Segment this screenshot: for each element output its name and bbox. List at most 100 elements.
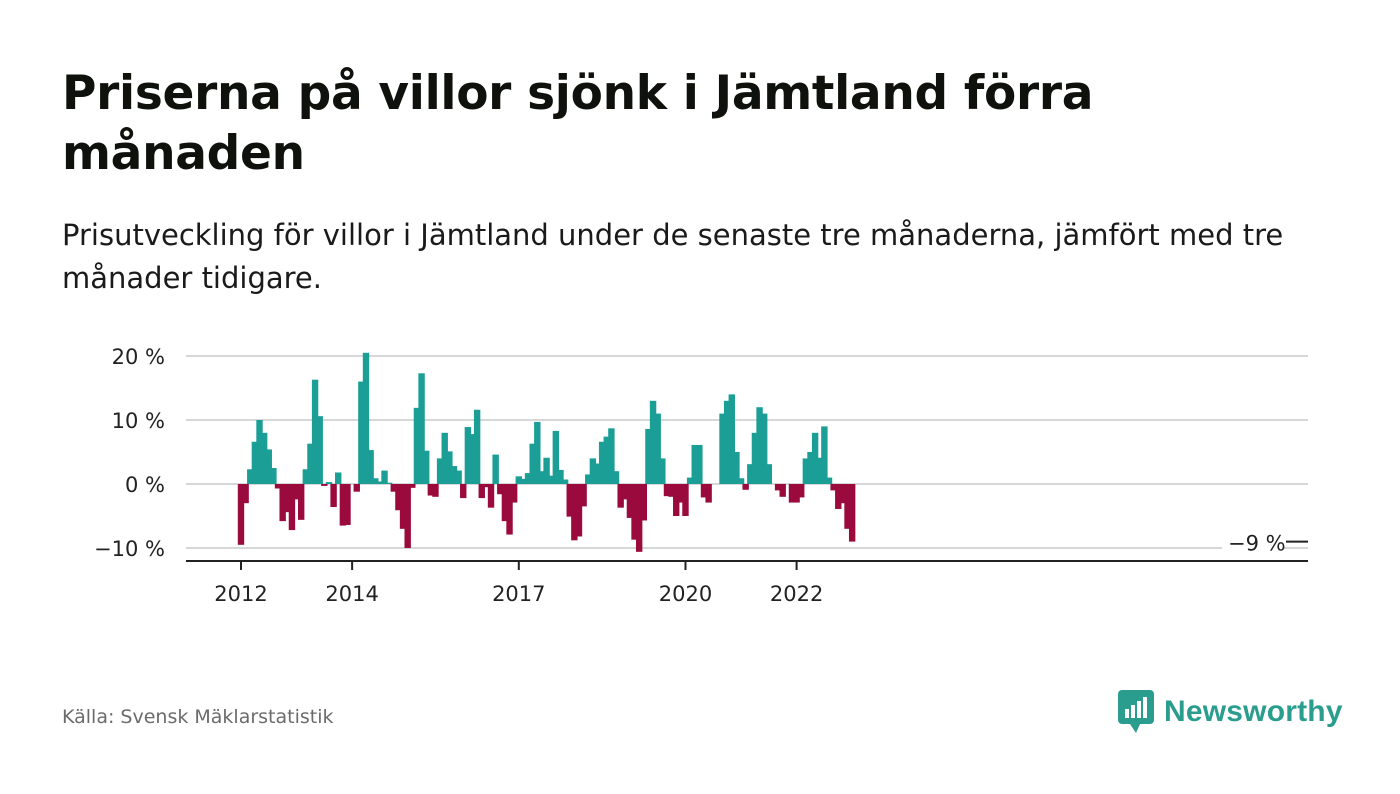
x-tick-label: 2017 — [492, 582, 545, 606]
bar — [617, 484, 624, 508]
bar — [524, 473, 532, 484]
bar — [691, 444, 698, 484]
bar — [409, 484, 416, 488]
bar — [839, 484, 847, 504]
bar — [580, 484, 587, 507]
bar — [302, 469, 310, 484]
bar — [538, 471, 546, 484]
bar — [293, 484, 300, 500]
bar — [686, 477, 694, 484]
last-value-label: −9 % — [1228, 532, 1286, 556]
bar — [321, 484, 328, 486]
bar — [260, 432, 268, 484]
bar — [284, 484, 291, 513]
bar — [311, 379, 319, 484]
y-tick-label: 0 % — [125, 473, 165, 497]
x-tick-label: 2014 — [325, 582, 378, 606]
bar — [274, 484, 282, 489]
bar — [561, 479, 569, 484]
bar — [552, 430, 560, 484]
bar — [807, 452, 814, 484]
x-axis: 2012 2014 2017 2020 2022 — [186, 560, 1308, 606]
bar — [441, 432, 448, 484]
bar — [330, 484, 337, 508]
bar — [399, 484, 407, 529]
bar — [848, 484, 856, 542]
bar — [339, 484, 347, 526]
bar — [719, 413, 726, 484]
bar — [242, 484, 249, 504]
bar — [659, 458, 666, 484]
y-tick-label: 10 % — [112, 409, 165, 433]
bar — [460, 484, 467, 499]
bar — [469, 434, 476, 484]
source-note: Källa: Svensk Mäklarstatistik — [62, 706, 334, 728]
bar — [515, 476, 522, 484]
bar — [571, 484, 578, 541]
bar — [335, 472, 342, 484]
bar — [529, 443, 536, 484]
chart-subtitle: Prisutveckling för villor i Jämtland und… — [62, 218, 1284, 295]
bar — [534, 421, 541, 484]
bar — [798, 484, 805, 498]
bar — [492, 454, 499, 484]
bar — [774, 484, 782, 491]
bar — [247, 469, 254, 484]
bar — [316, 416, 323, 484]
chart-title: Priserna på villor sjönk i Jämtland förr… — [62, 66, 1094, 181]
bar — [265, 449, 272, 484]
y-tick-label: 20 % — [112, 345, 165, 369]
bar — [663, 484, 671, 497]
bar — [325, 482, 333, 484]
bar — [390, 484, 397, 492]
bar — [696, 444, 703, 484]
y-tick-label: −10 % — [94, 537, 165, 561]
bar — [566, 484, 573, 517]
bar — [404, 484, 411, 548]
bar — [270, 468, 277, 484]
bar — [307, 443, 314, 484]
bars — [237, 352, 856, 552]
bar — [557, 469, 564, 484]
bar — [844, 484, 851, 529]
bar — [598, 441, 606, 484]
bar — [821, 426, 828, 484]
bar — [297, 484, 305, 520]
bar — [700, 484, 708, 498]
bar — [418, 373, 425, 484]
bar — [645, 428, 652, 484]
x-tick-label: 2012 — [214, 582, 267, 606]
gridlines — [186, 355, 1308, 549]
bar — [344, 484, 351, 525]
bar — [622, 484, 629, 500]
annotation: −9 % — [1222, 529, 1308, 556]
newsworthy-logo[interactable]: Newsworthy — [1118, 690, 1343, 734]
last-value-backdrop — [1222, 529, 1284, 556]
bar — [423, 450, 430, 484]
bar — [585, 474, 592, 484]
bar — [640, 484, 648, 521]
bar — [673, 484, 680, 516]
bar — [742, 484, 749, 490]
bar — [747, 464, 754, 484]
bar — [353, 484, 360, 492]
bar — [760, 413, 768, 484]
bar — [362, 352, 370, 484]
bar — [464, 427, 472, 484]
bar — [427, 484, 435, 496]
bar — [548, 475, 555, 484]
bar — [751, 432, 759, 484]
bar — [626, 484, 634, 518]
bar — [436, 458, 444, 484]
bar — [677, 484, 685, 503]
bar — [385, 482, 393, 484]
bar — [779, 484, 786, 497]
x-tick-label: 2022 — [770, 582, 823, 606]
bar — [594, 463, 601, 484]
bar — [478, 484, 485, 499]
bar — [510, 484, 518, 503]
bar — [765, 464, 773, 484]
bar — [728, 394, 735, 484]
bar — [654, 413, 661, 484]
bar — [251, 441, 259, 484]
